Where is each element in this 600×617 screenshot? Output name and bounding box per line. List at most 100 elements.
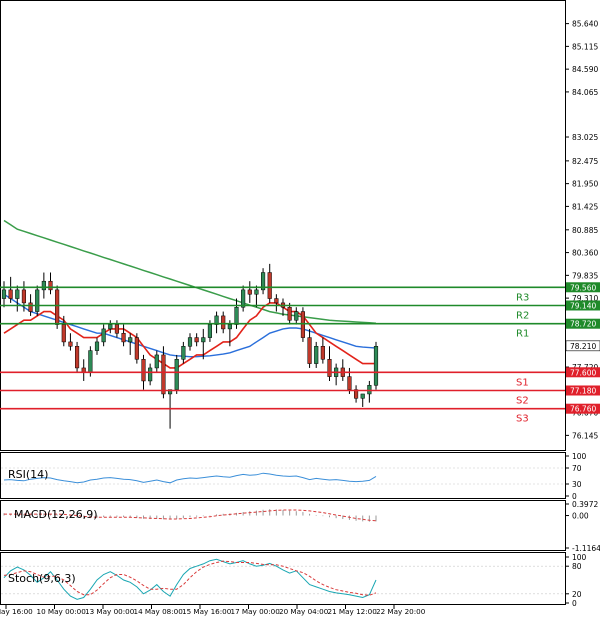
stoch-title: Stoch(9,6,3) (8, 572, 76, 585)
candle-bear (353, 389, 359, 399)
candle-bull (254, 289, 259, 295)
price-y-tick-label: 81.950 (572, 180, 598, 189)
candle-bear (320, 346, 325, 360)
candle-bear (327, 359, 332, 377)
price-plot: R3 R2 R1 S1 S2 S3 (0, 219, 565, 429)
x-tick-label: 15 May 16:00 (182, 607, 232, 616)
candle-bull (187, 337, 193, 347)
candle-bear (300, 311, 306, 338)
ma-slow-line (3, 219, 377, 325)
price-y-tick-label: 85.640 (572, 20, 598, 29)
x-tick-label: 13 May 00:00 (85, 607, 135, 616)
candle-bear (307, 337, 312, 364)
axes: 85.640 85.115 84.590 84.065 83.025 82.475 81.9… (0, 20, 600, 616)
price-y-tick-label: 84.065 (572, 88, 598, 97)
price-y-tick-label: 80.885 (572, 226, 598, 235)
candle-bull (128, 337, 133, 343)
level-price-badge (566, 300, 600, 311)
candle-bear (74, 346, 80, 369)
candle-bull (360, 393, 365, 399)
candle-bear (68, 341, 73, 347)
price-y-tick-label: 85.115 (572, 42, 598, 51)
level-name-r2: R2 (516, 310, 529, 321)
rsi-y-tick-label: 100 (572, 452, 587, 461)
candle-bear (287, 306, 292, 321)
macd-plot (3, 509, 377, 522)
candle-bull (101, 328, 106, 343)
x-tick-label: 20 May 04:00 (279, 607, 329, 616)
macd-panel-frame (0, 500, 566, 551)
candle-bear (8, 289, 13, 299)
x-tick-label: 21 May 12:00 (328, 607, 378, 616)
candle-bull (41, 280, 46, 291)
x-tick-label: 22 May 20:00 (376, 607, 426, 616)
candle-bear (21, 289, 27, 304)
price-y-tick-label: 79.310 (572, 294, 598, 303)
candle-bear (55, 289, 60, 325)
level-price-label: 78.720 (570, 320, 596, 329)
stoch-y-tick-label: 0 (572, 599, 577, 608)
candle-bull (241, 289, 246, 308)
candle-bear (347, 376, 352, 390)
candle-bear (28, 302, 33, 312)
candle-bear (194, 337, 199, 343)
candle-bull (314, 346, 319, 364)
level-price-label: 79.560 (570, 283, 596, 292)
candle-bull (214, 315, 219, 325)
candle-bull (15, 289, 20, 299)
candle-bull (260, 272, 266, 291)
candle-bear (267, 272, 272, 299)
stoch-signal-line (3, 560, 377, 596)
candle-bull (174, 359, 179, 390)
stoch-y-tick-label: 80 (572, 562, 582, 571)
level-price-label: 77.180 (570, 386, 596, 395)
candle-bull (294, 311, 299, 321)
rsi-y-tick-label: 0 (572, 492, 577, 501)
candle-bull (88, 350, 93, 373)
level-price-badge (566, 385, 600, 396)
candle-bear (48, 280, 53, 291)
candle-bull (367, 385, 372, 395)
candle-bear (61, 324, 66, 343)
candle-bear (274, 298, 279, 304)
candle-bear (247, 289, 252, 295)
candle-bull (373, 346, 379, 386)
level-name-s3: S3 (516, 414, 529, 425)
stoch-y-tick-label: 100 (572, 553, 587, 562)
level-price-badge (566, 403, 600, 414)
candle-bull (1, 289, 7, 299)
candle-bull (181, 346, 186, 360)
macd-title: MACD(12,26,9) (14, 508, 98, 521)
price-y-tick-label: 83.025 (572, 133, 598, 142)
candle-bear (114, 324, 120, 334)
x-tick-label: 14 May 08:00 (134, 607, 184, 616)
candle-bull (148, 367, 153, 382)
macd-y-tick-label: 0.3972 (572, 500, 598, 509)
price-y-tick-label: 82.475 (572, 157, 598, 166)
candle-bull (207, 324, 213, 338)
level-price-badge (566, 367, 600, 378)
candle-bear (134, 337, 139, 360)
price-y-tick-label: 76.145 (572, 431, 598, 440)
rsi-plot (1, 467, 565, 485)
price-y-tick-label: 79.835 (572, 271, 598, 280)
candle-bear (221, 315, 226, 330)
level-name-s1: S1 (516, 377, 529, 388)
level-price-label: 76.760 (570, 405, 596, 414)
stoch-panel-frame (0, 552, 566, 605)
candle-bull (227, 324, 232, 330)
x-tick-label: 17 May 00:00 (231, 607, 281, 616)
current-price-label: 78.210 (570, 342, 596, 351)
macd-y-tick-label: -1.1164 (572, 544, 600, 553)
candle-bull (35, 289, 40, 312)
macd-signal-line (4, 509, 377, 522)
level-price-badge (566, 282, 600, 293)
stoch-y-tick-label: 20 (572, 590, 582, 599)
price-panel-frame (0, 0, 566, 451)
level-price-label: 79.140 (570, 301, 596, 310)
candle-bull (154, 354, 159, 369)
level-name-r3: R3 (516, 292, 529, 303)
rsi-line (3, 472, 377, 484)
macd-y-tick-label: 0.00 (572, 512, 589, 521)
